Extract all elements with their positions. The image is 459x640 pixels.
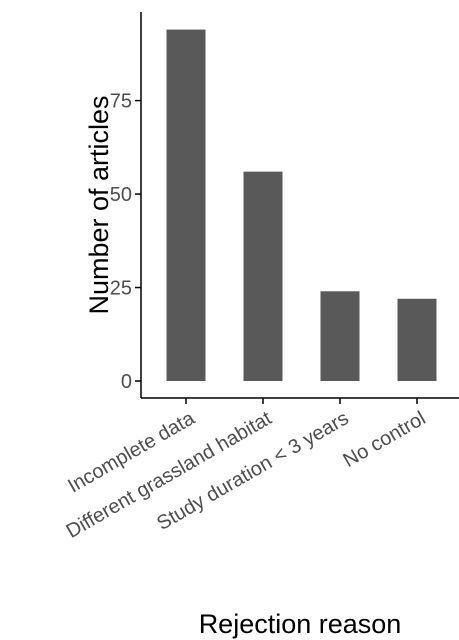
- bar: [166, 29, 206, 381]
- bar: [243, 171, 283, 381]
- y-tick-label: 25: [110, 278, 132, 300]
- y-tick-label: 50: [110, 184, 132, 206]
- bars-layer: [166, 29, 437, 381]
- x-tick-label: No control: [340, 407, 430, 472]
- y-axis-label: Number of articles: [84, 95, 114, 314]
- bar: [320, 291, 360, 381]
- x-axis-label: Rejection reason: [199, 609, 402, 639]
- y-ticks-layer: 0 25 50 75: [110, 91, 141, 393]
- y-tick-label: 0: [121, 371, 132, 393]
- y-tick-label: 75: [110, 91, 132, 113]
- bar: [397, 298, 437, 381]
